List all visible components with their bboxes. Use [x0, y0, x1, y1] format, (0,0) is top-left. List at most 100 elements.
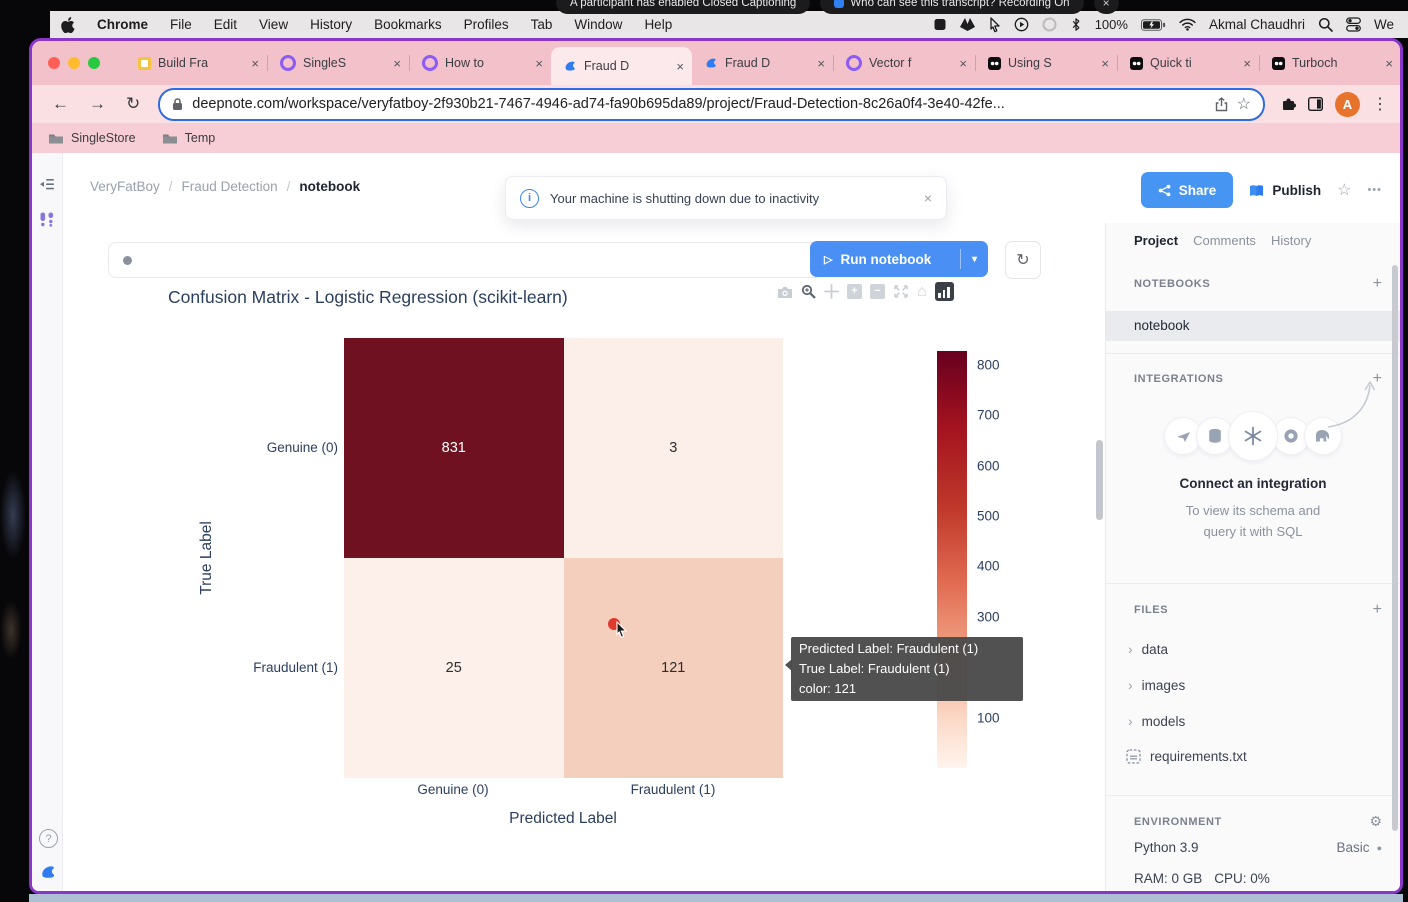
pan-tool-icon[interactable]: [824, 284, 839, 299]
minimize-window-button[interactable]: [68, 57, 80, 69]
expand-chevron-icon[interactable]: ›: [1128, 677, 1133, 693]
refresh-button[interactable]: ↻: [1005, 241, 1041, 279]
profile-avatar[interactable]: A: [1335, 91, 1360, 117]
menu-item-file[interactable]: File: [170, 17, 192, 32]
forward-button[interactable]: →: [89, 94, 106, 113]
file-folder-data[interactable]: › data: [1128, 641, 1168, 657]
new-tab-button[interactable]: +: [1401, 52, 1403, 74]
tab-turbocharge[interactable]: Turboch ×: [1260, 46, 1400, 80]
tab-vector[interactable]: Vector f ×: [834, 46, 975, 80]
tab-build-fraud[interactable]: Build Fra ×: [126, 46, 267, 80]
menu-item-help[interactable]: Help: [644, 17, 673, 32]
mirroring-icon[interactable]: [1042, 17, 1057, 32]
run-options-chevron-icon[interactable]: ▾: [971, 253, 977, 265]
close-tab-icon[interactable]: ×: [251, 55, 259, 71]
toast-close-button[interactable]: ×: [923, 190, 932, 206]
address-bar[interactable]: deepnote.com/workspace/veryfatboy-2f930b…: [158, 87, 1265, 121]
run-notebook-button[interactable]: ▷ Run notebook ▾: [810, 241, 988, 277]
side-panel-icon[interactable]: [1308, 97, 1323, 111]
download-plot-icon[interactable]: [777, 285, 793, 299]
bluetooth-icon[interactable]: [1070, 17, 1082, 32]
expand-chevron-icon[interactable]: ›: [1128, 713, 1133, 729]
file-folder-models[interactable]: › models: [1128, 713, 1186, 729]
singlestore-integration-icon[interactable]: [39, 211, 55, 228]
zoom-out-icon[interactable]: −: [870, 284, 885, 299]
autoscale-icon[interactable]: [893, 284, 909, 299]
close-tab-icon[interactable]: ×: [1385, 55, 1393, 71]
wifi-icon[interactable]: [1179, 18, 1196, 31]
deepnote-logo[interactable]: [39, 863, 57, 881]
tab-quick-tip[interactable]: Quick ti ×: [1118, 46, 1259, 80]
panel-scrollbar[interactable]: [1392, 265, 1398, 831]
close-window-button[interactable]: [48, 57, 60, 69]
heatmap-cell-fp[interactable]: 3: [563, 338, 783, 558]
table-of-contents-icon[interactable]: [39, 177, 55, 191]
breadcrumb-notebook[interactable]: notebook: [299, 179, 361, 194]
apple-menu[interactable]: [50, 16, 86, 33]
file-requirements[interactable]: requirements.txt: [1126, 749, 1247, 764]
breadcrumb-project[interactable]: Fraud Detection: [181, 179, 278, 194]
file-folder-images[interactable]: › images: [1128, 677, 1186, 693]
environment-settings-gear-icon[interactable]: ⚙: [1369, 813, 1382, 829]
more-options-button[interactable]: •••: [1367, 184, 1382, 196]
reload-button[interactable]: ↻: [126, 94, 141, 113]
share-page-icon[interactable]: [1215, 96, 1228, 112]
notebook-list-item-selected[interactable]: notebook: [1106, 311, 1400, 341]
menu-item-view[interactable]: View: [259, 17, 289, 32]
breadcrumb-workspace[interactable]: VeryFatBoy: [90, 179, 160, 194]
close-tab-icon[interactable]: ×: [535, 55, 543, 71]
overlay-close-button[interactable]: ×: [1093, 0, 1119, 14]
tab-project[interactable]: Project: [1134, 233, 1179, 248]
close-tab-icon[interactable]: ×: [817, 55, 825, 71]
heatmap-cell-tp[interactable]: 121: [563, 558, 783, 778]
close-tab-icon[interactable]: ×: [959, 55, 967, 71]
extensions-icon[interactable]: [1281, 97, 1296, 112]
menu-item-profiles[interactable]: Profiles: [463, 17, 509, 32]
close-tab-icon[interactable]: ×: [1243, 55, 1251, 71]
zoom-window-button[interactable]: [88, 57, 100, 69]
publish-button[interactable]: Publish: [1249, 183, 1321, 198]
tab-using-s[interactable]: Using S ×: [976, 46, 1117, 80]
favorite-star-icon[interactable]: ☆: [1337, 182, 1352, 199]
share-button[interactable]: Share: [1140, 172, 1234, 208]
plotly-logo-icon[interactable]: [934, 282, 954, 301]
menu-item-edit[interactable]: Edit: [213, 17, 238, 32]
control-center-icon[interactable]: [1346, 17, 1361, 32]
heatmap-cell-fn[interactable]: 25: [344, 558, 564, 778]
close-tab-icon[interactable]: ×: [1101, 55, 1109, 71]
add-integration-button[interactable]: +: [1372, 370, 1382, 387]
notebook-cell-bar[interactable]: [108, 242, 823, 278]
tab-singlestore[interactable]: SingleS ×: [268, 46, 409, 80]
menu-item-window[interactable]: Window: [574, 17, 623, 32]
tab-how-to[interactable]: How to ×: [410, 46, 551, 80]
record-icon[interactable]: [1014, 17, 1029, 32]
expand-chevron-icon[interactable]: ›: [1128, 641, 1133, 657]
menubar-username[interactable]: Akmal Chaudhri: [1208, 17, 1305, 32]
close-tab-icon[interactable]: ×: [676, 58, 684, 74]
zoom-in-icon[interactable]: +: [847, 284, 862, 299]
bookmark-folder-singlestore[interactable]: SingleStore: [48, 131, 136, 145]
url-text[interactable]: deepnote.com/workspace/veryfatboy-2f930b…: [192, 96, 1005, 112]
bookmark-folder-temp[interactable]: Temp: [162, 131, 215, 145]
tab-comments[interactable]: Comments: [1193, 233, 1256, 248]
bookmark-star-icon[interactable]: ☆: [1236, 96, 1251, 113]
display-icon[interactable]: [933, 18, 947, 31]
notebook-scrollbar[interactable]: [1096, 440, 1103, 520]
tab-fraud-detection-2[interactable]: Fraud D ×: [692, 46, 833, 80]
menu-item-chrome[interactable]: Chrome: [97, 17, 149, 32]
menu-item-history[interactable]: History: [310, 17, 353, 32]
spotlight-search-icon[interactable]: [1318, 17, 1333, 32]
connect-integration-label[interactable]: Connect an integration: [1179, 476, 1327, 491]
reset-axes-home-icon[interactable]: ⌂: [917, 282, 927, 300]
back-button[interactable]: ←: [52, 94, 69, 113]
tab-history[interactable]: History: [1270, 233, 1312, 248]
browser-menu-kebab-icon[interactable]: ⋮: [1372, 96, 1388, 113]
heatmap-cell-tn[interactable]: 831: [344, 338, 564, 558]
add-file-button[interactable]: +: [1372, 601, 1382, 618]
cursor-menu-icon[interactable]: [988, 16, 1001, 33]
menu-item-tab[interactable]: Tab: [530, 17, 553, 32]
zoom-tool-icon[interactable]: [801, 284, 816, 299]
help-button[interactable]: ?: [39, 829, 58, 848]
close-tab-icon[interactable]: ×: [393, 55, 401, 71]
tab-fraud-detection-active[interactable]: Fraud D ×: [551, 47, 692, 85]
